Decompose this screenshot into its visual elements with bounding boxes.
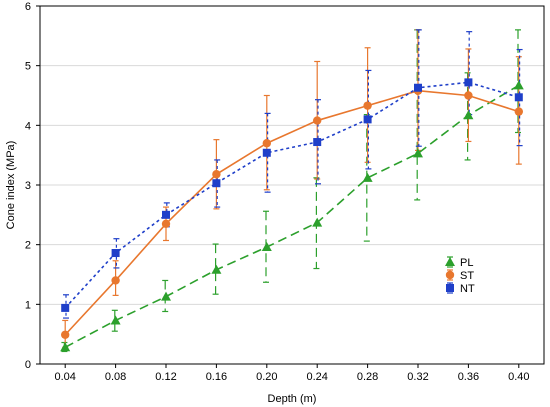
- y-tick-label: 2: [25, 240, 31, 252]
- data-point-st: [313, 116, 322, 125]
- x-tick-label: 0.36: [458, 371, 479, 383]
- data-point-pl: [463, 110, 474, 120]
- legend-marker-pl: [445, 257, 455, 266]
- grid: [40, 65, 544, 305]
- y-tick-label: 5: [25, 61, 31, 73]
- y-tick-label: 0: [25, 359, 31, 371]
- y-tick-label: 1: [25, 299, 31, 311]
- data-point-nt: [212, 179, 221, 188]
- data-point-pl: [413, 148, 423, 158]
- y-tick-label: 4: [25, 120, 31, 132]
- data-point-st: [161, 219, 171, 228]
- data-point-nt: [262, 148, 271, 157]
- series-lines: [64, 81, 520, 348]
- data-point-st: [363, 101, 372, 110]
- data-point-st: [212, 170, 221, 179]
- x-tick-label: 0.20: [256, 371, 277, 383]
- error-bars: [61, 29, 523, 353]
- data-point-pl: [312, 217, 323, 227]
- data-point-pl: [513, 80, 524, 90]
- data-point-nt: [414, 83, 422, 92]
- legend-marker-nt: [446, 284, 454, 292]
- data-point-st: [111, 276, 120, 285]
- data-point-pl: [362, 172, 373, 182]
- data-point-nt: [111, 249, 120, 258]
- series-line-pl: [64, 84, 520, 348]
- x-axis-title: Depth (m): [268, 393, 317, 405]
- data-point-pl: [161, 291, 171, 301]
- x-tick-label: 0.40: [508, 371, 529, 383]
- y-axis-title: Cone index (MPa): [5, 141, 17, 230]
- data-point-st: [262, 139, 271, 148]
- legend-label-st: ST: [460, 270, 474, 282]
- x-tick-label: 0.08: [105, 371, 126, 383]
- legend-label-pl: PL: [460, 257, 473, 269]
- data-point-nt: [464, 78, 473, 87]
- legend-marker-st: [445, 270, 455, 280]
- data-point-nt: [514, 93, 523, 102]
- data-point-pl: [211, 264, 222, 274]
- series-line-st: [64, 89, 520, 336]
- x-tick-label: 0.16: [206, 371, 227, 383]
- data-point-nt: [162, 210, 170, 219]
- data-point-pl: [110, 315, 121, 325]
- data-point-pl: [60, 342, 71, 352]
- x-tick-label: 0.04: [54, 371, 75, 383]
- data-point-st: [514, 107, 523, 116]
- data-point-pl: [261, 242, 272, 252]
- y-tick-label: 6: [25, 1, 31, 13]
- legend-label-nt: NT: [460, 283, 475, 295]
- x-tick-label: 0.32: [407, 371, 428, 383]
- y-axis-ticks: 0 1 2 3 4 5 6: [25, 1, 40, 371]
- y-tick-label: 3: [25, 180, 31, 192]
- data-point-st: [60, 330, 70, 339]
- x-tick-label: 0.24: [306, 371, 327, 383]
- data-point-st: [464, 91, 473, 100]
- data-point-nt: [313, 138, 322, 147]
- x-axis-ticks: 0.04 0.08 0.12 0.16 0.20 0.24 0.28 0.32 0.36 0.40: [54, 364, 530, 383]
- x-tick-label: 0.28: [357, 371, 378, 383]
- series-markers: [60, 78, 524, 352]
- data-point-nt: [363, 115, 372, 124]
- x-tick-label: 0.12: [155, 371, 176, 383]
- data-point-nt: [61, 303, 70, 312]
